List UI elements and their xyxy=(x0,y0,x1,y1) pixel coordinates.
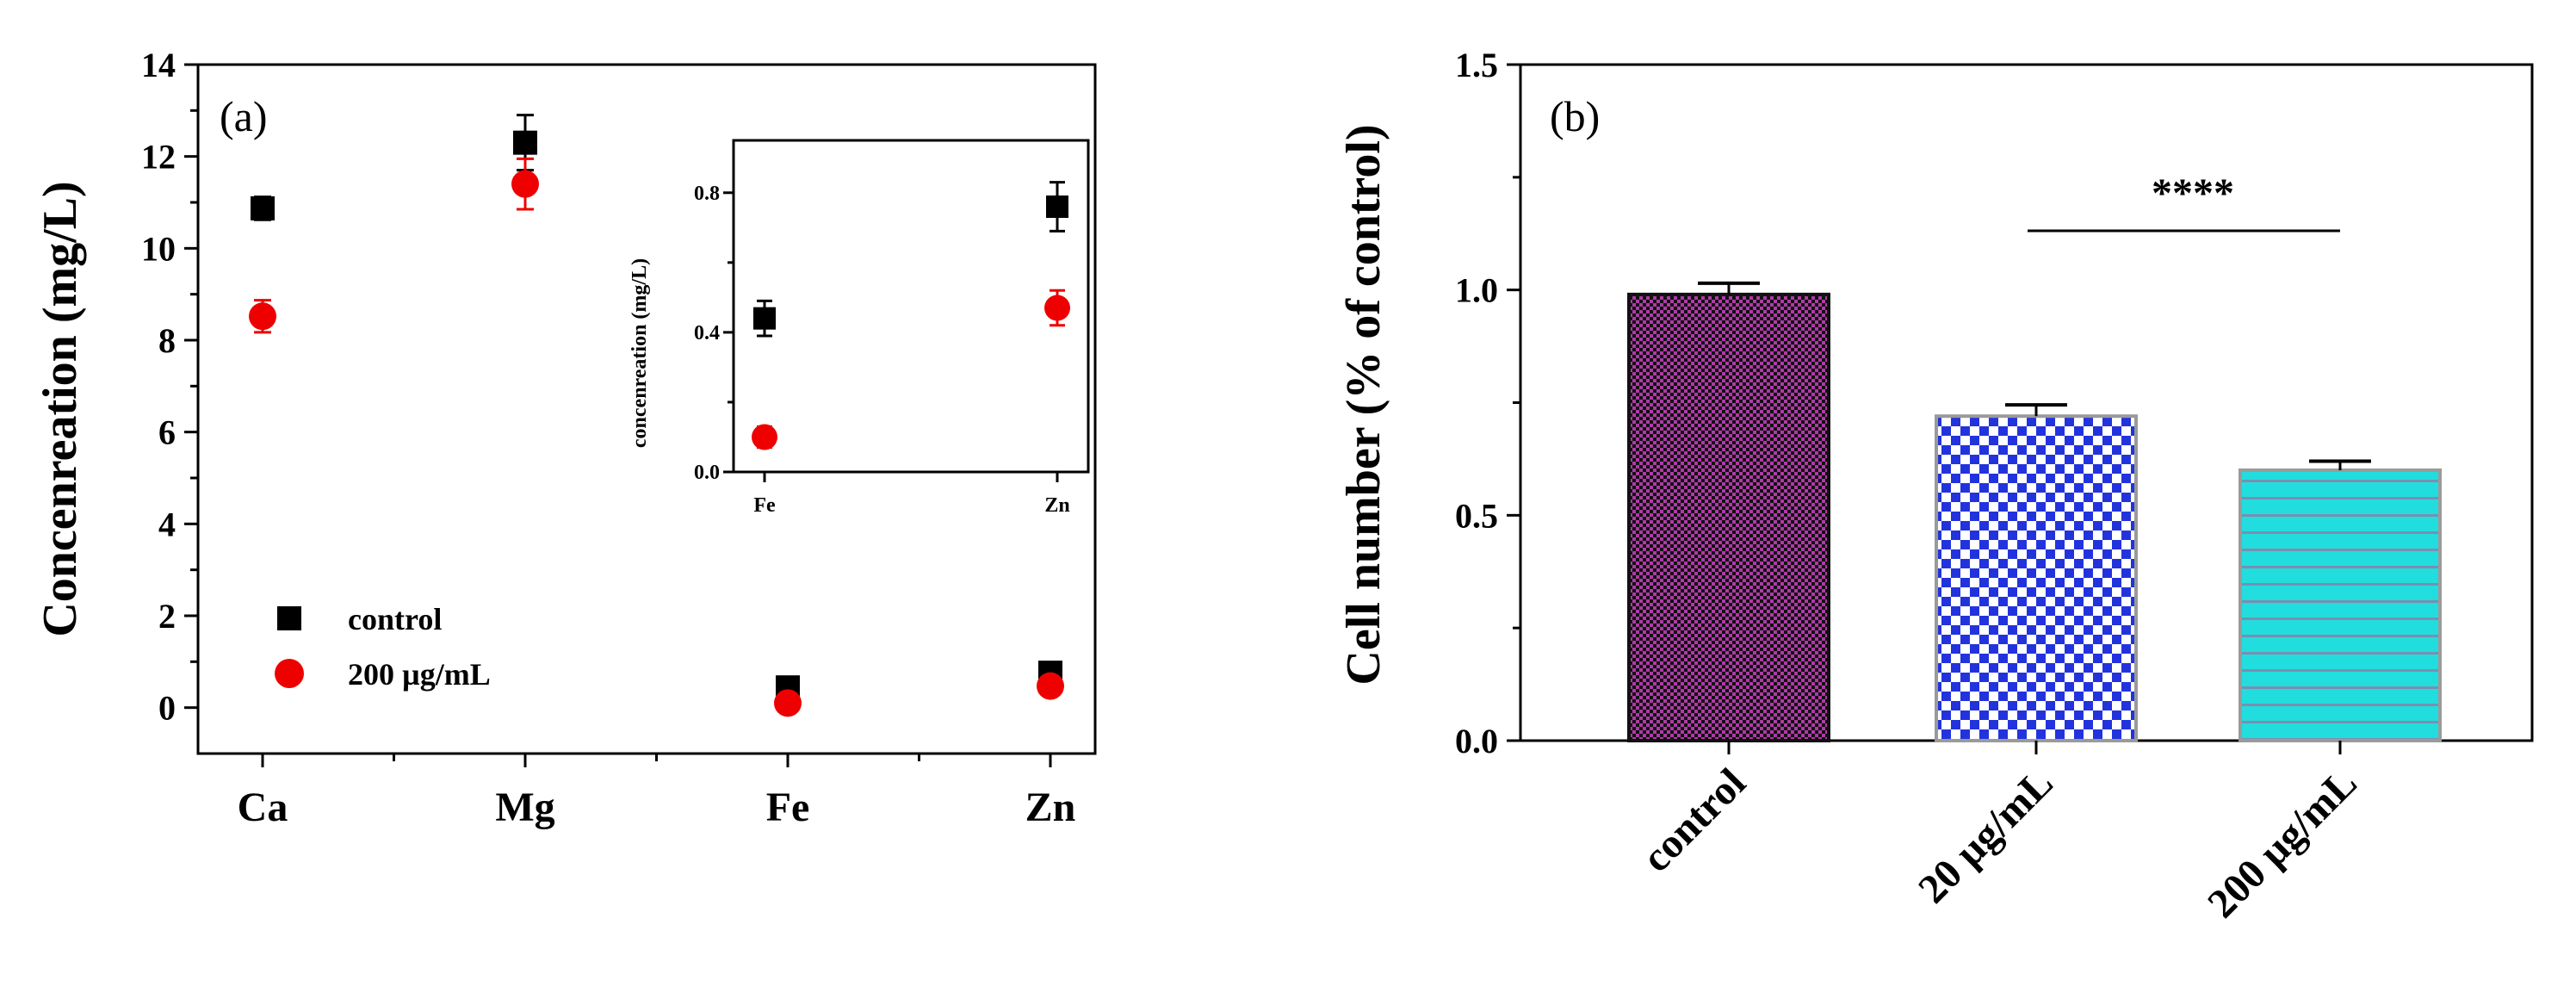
a-treated-point xyxy=(249,302,276,331)
b-ytick-label: 0.0 xyxy=(1455,722,1498,760)
a-xtick-label: Fe xyxy=(766,785,810,830)
inset-ytick-label: 0.0 xyxy=(694,462,720,484)
b-ytick-label: 1.5 xyxy=(1455,46,1498,84)
b-ytick-label: 0.5 xyxy=(1455,496,1498,535)
panel-a-y-title: Concenreation (mg/L) xyxy=(34,181,87,636)
legend-treated-marker xyxy=(275,659,304,688)
panel-a-x-ticks: Ca Mg Fe Zn xyxy=(238,754,1076,830)
significance-stars: **** xyxy=(2152,171,2234,216)
a-ytick-label: 8 xyxy=(158,321,176,360)
inset-treated-point xyxy=(1044,295,1070,321)
a-xtick-label: Mg xyxy=(495,785,554,830)
a-ytick-label: 2 xyxy=(158,597,176,636)
a-treated-point xyxy=(1037,672,1064,700)
inset-y-ticks: 0.0 0.4 0.8 xyxy=(694,183,734,484)
panel-b: (b) Cell number (% of control) 0.0 0.5 1.0… xyxy=(1337,46,2534,927)
panel-a-frame xyxy=(196,63,1097,755)
a-treated-point xyxy=(774,689,802,717)
panel-a-points xyxy=(249,114,1064,717)
panel-b-bars xyxy=(1627,281,2442,742)
b-xtick-label: 20 µg/mL xyxy=(1910,760,2062,912)
inset-xtick-label: Fe xyxy=(753,494,776,517)
inset-xtick-label: Zn xyxy=(1044,494,1069,517)
panel-b-y-ticks: 0.0 0.5 1.0 1.5 xyxy=(1455,46,1520,760)
panel-b-y-title: Cell number (% of control) xyxy=(1337,124,1390,685)
inset-points xyxy=(752,181,1070,450)
inset-ytick-label: 0.8 xyxy=(694,183,720,205)
a-ytick-label: 4 xyxy=(158,505,176,543)
panel-a-legend: control 200 µg/mL xyxy=(275,602,491,692)
panel-a-label: (a) xyxy=(220,92,268,140)
a-treated-point xyxy=(511,170,539,198)
inset-control-point xyxy=(1046,195,1068,218)
a-xtick-label: Ca xyxy=(238,785,288,830)
legend-treated-label: 200 µg/mL xyxy=(348,657,491,692)
b-xtick-label: control xyxy=(1633,760,1755,881)
a-ytick-label: 6 xyxy=(158,413,176,452)
a-ytick-label: 10 xyxy=(141,229,176,268)
panel-a-y-ticks: 0 2 4 6 8 10 12 14 xyxy=(141,46,198,728)
legend-control-label: control xyxy=(348,602,442,636)
b-bar xyxy=(1935,414,2138,742)
panel-a: (a) Concenreation (mg/L) 0 2 4 6 8 10 12 14 Ca M… xyxy=(34,46,1097,830)
a-control-point xyxy=(513,130,537,155)
panel-b-x-ticks: control 20 µg/mL 200 µg/mL xyxy=(1633,741,2366,927)
inset-treated-point xyxy=(752,424,777,450)
inset-y-title: concenreation (mg/L) xyxy=(629,258,651,448)
a-control-point xyxy=(251,195,275,220)
inset-frame xyxy=(732,139,1090,474)
panel-a-inset: concenreation (mg/L) 0.0 0.4 0.8 Fe Zn xyxy=(629,139,1090,517)
inset-control-point xyxy=(753,307,776,330)
a-ytick-label: 0 xyxy=(158,689,176,728)
b-xtick-label: 200 µg/mL xyxy=(2199,760,2366,927)
significance-annotation: **** xyxy=(2028,171,2340,233)
inset-x-ticks: Fe Zn xyxy=(753,472,1070,517)
legend-control-marker xyxy=(277,606,301,630)
inset-ytick-label: 0.4 xyxy=(694,322,720,344)
b-bar xyxy=(2239,468,2442,742)
b-ytick-label: 1.0 xyxy=(1455,271,1498,310)
a-ytick-label: 14 xyxy=(141,46,176,84)
b-bar xyxy=(1627,292,1830,742)
panel-b-label: (b) xyxy=(1550,92,1600,140)
a-ytick-label: 12 xyxy=(141,138,176,177)
a-xtick-label: Zn xyxy=(1025,785,1076,830)
